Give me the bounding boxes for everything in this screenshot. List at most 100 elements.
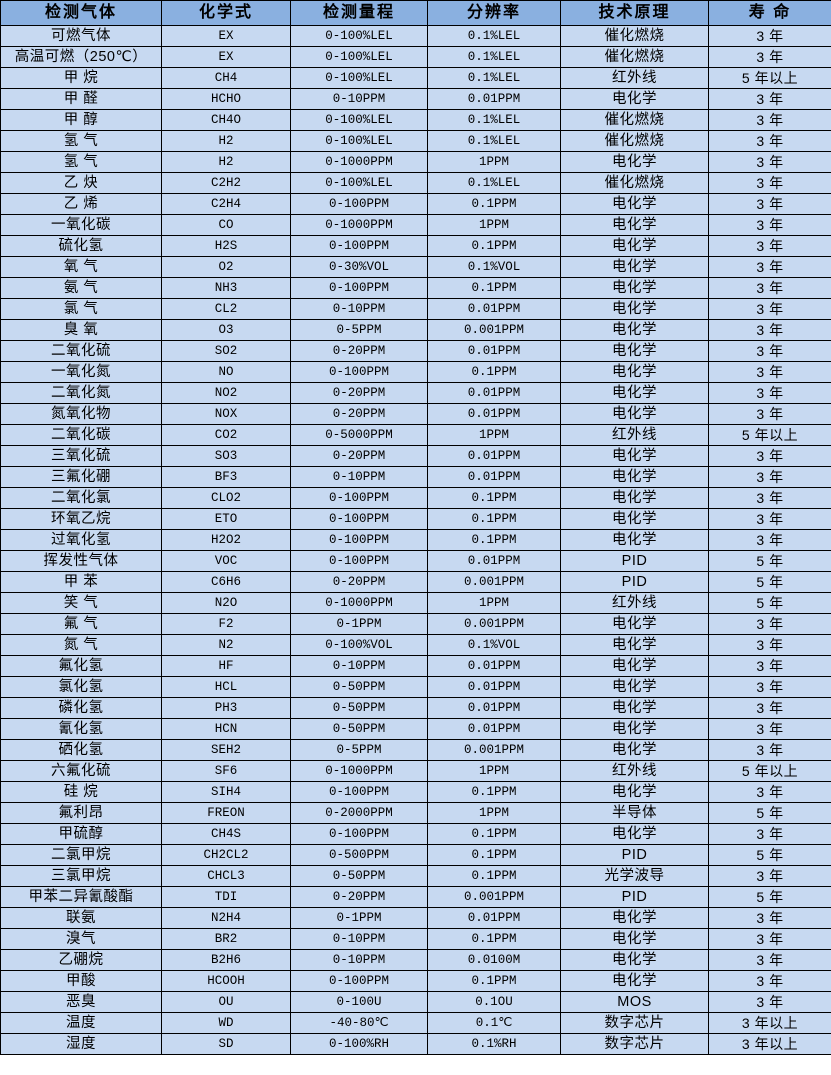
cell-life: 3 年	[708, 655, 831, 677]
cell-range: 0-10PPM	[290, 949, 428, 971]
cell-gas: 甲硫醇	[0, 823, 162, 845]
cell-range: 0-100%LEL	[290, 46, 428, 68]
cell-formula: O3	[161, 319, 291, 341]
table-row: 硫化氢 H2S 0-100PPM 0.1PPM 电化学 3 年	[0, 235, 831, 257]
cell-resolution: 0.001PPM	[427, 571, 561, 593]
cell-range: 0-100%VOL	[290, 634, 428, 656]
table-row: 甲 醛 HCHO 0-10PPM 0.01PPM 电化学 3 年	[0, 88, 831, 110]
cell-gas: 笑 气	[0, 592, 162, 614]
cell-gas: 恶臭	[0, 991, 162, 1013]
cell-formula: C6H6	[161, 571, 291, 593]
cell-life: 3 年	[708, 25, 831, 47]
cell-formula: NOX	[161, 403, 291, 425]
table-row: 氮氧化物 NOX 0-20PPM 0.01PPM 电化学 3 年	[0, 403, 831, 425]
cell-principle: PID	[560, 886, 709, 908]
table-row: 乙硼烷 B2H6 0-10PPM 0.0100M 电化学 3 年	[0, 949, 831, 971]
cell-life: 3 年	[708, 970, 831, 992]
cell-principle: 电化学	[560, 529, 709, 551]
cell-principle: 电化学	[560, 718, 709, 740]
cell-resolution: 0.01PPM	[427, 466, 561, 488]
cell-resolution: 0.1PPM	[427, 487, 561, 509]
cell-life: 3 年	[708, 508, 831, 530]
cell-resolution: 0.01PPM	[427, 697, 561, 719]
cell-principle: 电化学	[560, 151, 709, 173]
cell-resolution: 1PPM	[427, 760, 561, 782]
cell-range: 0-10PPM	[290, 88, 428, 110]
cell-life: 3 年	[708, 466, 831, 488]
cell-principle: 电化学	[560, 676, 709, 698]
cell-gas: 氨 气	[0, 277, 162, 299]
cell-principle: 电化学	[560, 949, 709, 971]
cell-principle: 催化燃烧	[560, 25, 709, 47]
cell-life: 3 年	[708, 319, 831, 341]
cell-life: 5 年以上	[708, 67, 831, 89]
cell-formula: CO2	[161, 424, 291, 446]
cell-formula: O2	[161, 256, 291, 278]
cell-gas: 氢 气	[0, 130, 162, 152]
cell-principle: 电化学	[560, 277, 709, 299]
table-row: 氢 气 H2 0-100%LEL 0.1%LEL 催化燃烧 3 年	[0, 130, 831, 152]
table-header-row: 检测气体 化学式 检测量程 分辨率 技术原理寿 命	[0, 0, 831, 26]
cell-formula: OU	[161, 991, 291, 1013]
cell-life: 3 年	[708, 277, 831, 299]
cell-principle: 红外线	[560, 592, 709, 614]
cell-gas: 可燃气体	[0, 25, 162, 47]
cell-principle: 电化学	[560, 340, 709, 362]
cell-formula: N2H4	[161, 907, 291, 929]
cell-range: 0-100PPM	[290, 529, 428, 551]
cell-life: 5 年	[708, 550, 831, 572]
cell-resolution: 0.1%LEL	[427, 25, 561, 47]
cell-range: 0-100PPM	[290, 550, 428, 572]
cell-principle: 电化学	[560, 634, 709, 656]
cell-resolution: 0.1%LEL	[427, 172, 561, 194]
cell-formula: SO3	[161, 445, 291, 467]
cell-resolution: 0.1PPM	[427, 865, 561, 887]
cell-gas: 二氧化硫	[0, 340, 162, 362]
cell-gas: 氧 气	[0, 256, 162, 278]
cell-gas: 挥发性气体	[0, 550, 162, 572]
cell-principle: 电化学	[560, 193, 709, 215]
cell-resolution: 1PPM	[427, 151, 561, 173]
cell-resolution: 1PPM	[427, 424, 561, 446]
cell-range: 0-1PPM	[290, 907, 428, 929]
cell-formula: CL2	[161, 298, 291, 320]
cell-resolution: 0.01PPM	[427, 907, 561, 929]
cell-range: 0-100%LEL	[290, 67, 428, 89]
cell-resolution: 1PPM	[427, 802, 561, 824]
cell-principle: 红外线	[560, 760, 709, 782]
cell-life: 3 年	[708, 298, 831, 320]
cell-life: 3 年	[708, 949, 831, 971]
cell-life: 3 年	[708, 697, 831, 719]
cell-life: 3 年	[708, 928, 831, 950]
cell-principle: PID	[560, 550, 709, 572]
table-row: 二氧化碳 CO2 0-5000PPM 1PPM 红外线 5 年以上	[0, 424, 831, 446]
table-row: 六氟化硫 SF6 0-1000PPM 1PPM 红外线 5 年以上	[0, 760, 831, 782]
table-row: 过氧化氢 H2O2 0-100PPM 0.1PPM 电化学 3 年	[0, 529, 831, 551]
cell-principle: 电化学	[560, 256, 709, 278]
cell-gas: 温度	[0, 1012, 162, 1034]
cell-formula: VOC	[161, 550, 291, 572]
cell-resolution: 0.1%LEL	[427, 109, 561, 131]
cell-gas: 臭 氧	[0, 319, 162, 341]
cell-principle: 催化燃烧	[560, 130, 709, 152]
table-row: 氢 气 H2 0-1000PPM 1PPM 电化学 3 年	[0, 151, 831, 173]
cell-resolution: 0.1PPM	[427, 361, 561, 383]
cell-principle: 催化燃烧	[560, 109, 709, 131]
cell-formula: CO	[161, 214, 291, 236]
cell-range: 0-10PPM	[290, 466, 428, 488]
cell-formula: PH3	[161, 697, 291, 719]
cell-formula: ETO	[161, 508, 291, 530]
cell-life: 5 年	[708, 592, 831, 614]
table-row: 氯 气 CL2 0-10PPM 0.01PPM 电化学 3 年	[0, 298, 831, 320]
table-row: 二氧化硫 SO2 0-20PPM 0.01PPM 电化学 3 年	[0, 340, 831, 362]
cell-principle: 半导体	[560, 802, 709, 824]
cell-gas: 硒化氢	[0, 739, 162, 761]
cell-range: 0-1000PPM	[290, 151, 428, 173]
table-row: 氟化氢 HF 0-10PPM 0.01PPM 电化学 3 年	[0, 655, 831, 677]
cell-life: 3 年	[708, 718, 831, 740]
cell-formula: EX	[161, 46, 291, 68]
cell-range: 0-5PPM	[290, 739, 428, 761]
cell-gas: 三氟化硼	[0, 466, 162, 488]
